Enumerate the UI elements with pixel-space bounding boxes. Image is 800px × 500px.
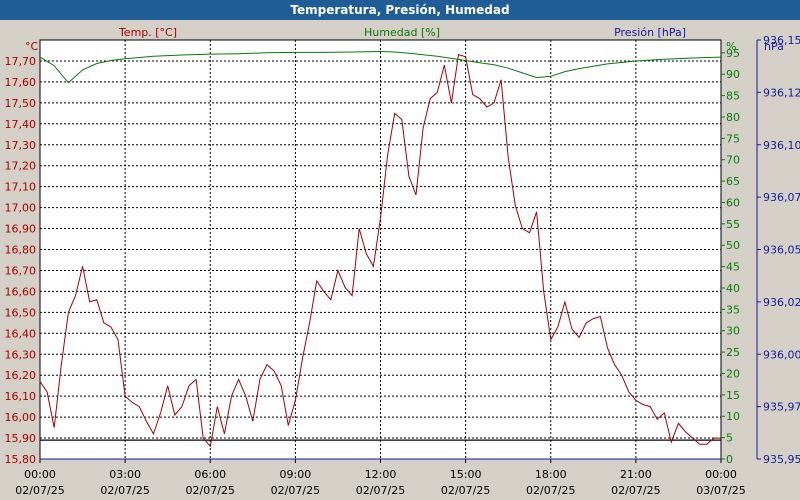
x-tick-time: 18:00 [535,468,567,481]
x-tick-date: 02/07/25 [611,484,660,497]
temp-tick-label: 15,90 [5,432,37,445]
x-tick-date: 02/07/25 [15,484,64,497]
pressure-tick-label: 936,12 [763,86,800,99]
humidity-series-line [39,50,722,84]
axis-labels: °C Temp. [°C] Humedad [%] Presión [hPa] … [25,26,784,53]
grid [40,40,721,460]
x-tick-time: 00:00 [705,468,737,481]
x-tick-time: 06:00 [194,468,226,481]
humidity-tick-label: 40 [726,282,740,295]
window-title: Temperatura, Presión, Humedad [0,0,800,20]
humidity-tick-label: 5 [726,432,733,445]
temp-tick-label: 16,40 [5,327,37,340]
x-tick-time: 12:00 [365,468,397,481]
x-tick-date: 02/07/25 [186,484,235,497]
humidity-tick-label: 85 [726,90,740,103]
series-layer [39,50,722,460]
temp-tick-label: 16,80 [5,244,37,257]
humidity-tick-label: 70 [726,154,740,167]
pressure-tick-label: 935,97 [763,401,800,414]
temp-tick-label: 16,90 [5,223,37,236]
temp-tick-label: 17,50 [5,97,37,110]
x-tick-date: 03/07/25 [696,484,745,497]
axis-ticks: 15,80 15,90 16,00 16,10 16,20 16,30 16,40 16,50… [5,34,800,497]
x-tick-date: 02/07/25 [356,484,405,497]
x-tick-date: 02/07/25 [271,484,320,497]
x-tick-date: 02/07/25 [100,484,149,497]
x-tick-time: 15:00 [450,468,482,481]
temp-tick-label: 16,20 [5,369,37,382]
temp-tick-label: 16,50 [5,306,37,319]
temp-tick-label: 17,30 [5,139,37,152]
humidity-axis-title: Humedad [%] [364,26,440,39]
x-tick-time: 21:00 [620,468,652,481]
chart-svg: 15,80 15,90 16,00 16,10 16,20 16,30 16,40 16,50… [5,26,800,497]
humidity-tick-label: 15 [726,389,740,402]
humidity-tick-label: 90 [726,68,740,81]
temp-tick-label: 16,00 [5,411,37,424]
pressure-tick-label: 936,07 [763,191,800,204]
temp-tick-label: 16,60 [5,285,37,298]
pressure-tick-label: 936,00 [763,348,800,361]
temp-tick-label: 17,40 [5,118,37,131]
temp-tick-label: 17,20 [5,160,37,173]
humidity-tick-label: 50 [726,239,740,252]
temp-tick-label: 17,70 [5,55,37,68]
pressure-tick-label: 936,15 [763,34,800,47]
temp-axis-title: Temp. [°C] [118,26,177,39]
x-tick-time: 00:00 [24,468,56,481]
humidity-tick-label: 35 [726,303,740,316]
pressure-tick-label: 936,10 [763,139,800,152]
temp-tick-label: 16,30 [5,348,37,361]
humidity-tick-label: 30 [726,325,740,338]
humidity-tick-label: 95 [726,47,740,60]
x-tick-date: 02/07/25 [441,484,490,497]
pressure-tick-label: 936,02 [763,296,800,309]
humidity-tick-label: 10 [726,410,740,423]
humidity-tick-label: 80 [726,111,740,124]
humidity-tick-label: 0 [726,453,733,466]
x-tick-time: 09:00 [280,468,312,481]
temp-unit-label: °C [25,40,39,53]
temp-tick-label: 17,00 [5,202,37,215]
temp-tick-label: 15,80 [5,453,37,466]
temp-tick-label: 16,10 [5,390,37,403]
humidity-tick-label: 25 [726,346,740,359]
temp-tick-label: 17,60 [5,76,37,89]
temp-tick-label: 17,10 [5,181,37,194]
humidity-tick-label: 65 [726,175,740,188]
humidity-tick-label: 55 [726,218,740,231]
temp-tick-label: 16,70 [5,264,37,277]
x-tick-time: 03:00 [109,468,141,481]
humidity-tick-label: 75 [726,132,740,145]
pressure-tick-label: 936,05 [763,244,800,257]
x-tick-date: 02/07/25 [526,484,575,497]
pressure-unit-label: hPa [764,40,784,53]
humidity-tick-label: 45 [726,261,740,274]
humidity-unit-label: % [726,40,736,53]
pressure-axis-title: Presión [hPa] [614,26,686,39]
humidity-tick-label: 60 [726,196,740,209]
pressure-tick-label: 935,95 [763,453,800,466]
temperature-series-line [39,54,721,448]
humidity-tick-label: 20 [726,367,740,380]
